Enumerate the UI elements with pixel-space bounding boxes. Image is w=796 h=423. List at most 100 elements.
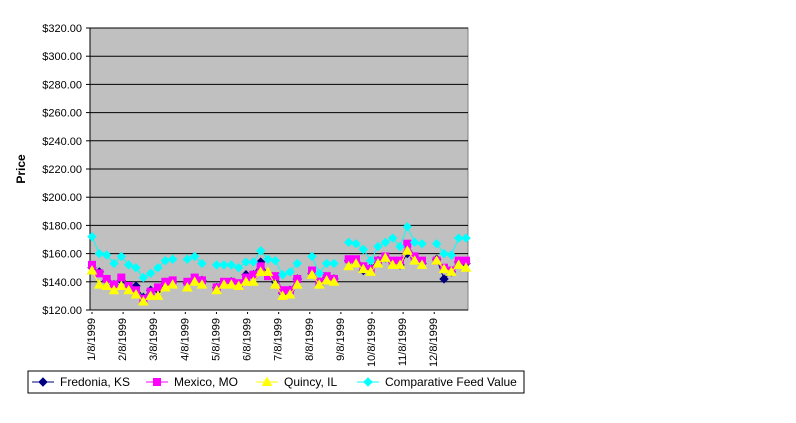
- data-point: [225, 279, 237, 289]
- data-point: [416, 259, 428, 269]
- data-point: [94, 248, 105, 259]
- series-comparative-feed-value: [87, 222, 471, 283]
- data-point: [153, 378, 161, 386]
- data-point: [445, 266, 457, 276]
- data-point: [363, 377, 373, 387]
- data-point: [101, 250, 112, 260]
- data-point: [167, 254, 178, 264]
- data-point: [240, 276, 252, 286]
- data-point: [387, 259, 399, 269]
- legend-label: Fredonia, KS: [60, 375, 130, 389]
- data-point: [431, 239, 442, 249]
- x-tick-label: 1/8/1999: [86, 318, 98, 361]
- y-tick-label: $280.00: [42, 79, 82, 91]
- data-point: [380, 237, 391, 248]
- data-point: [394, 259, 406, 269]
- data-point: [292, 258, 303, 269]
- data-point: [196, 279, 208, 289]
- data-point: [241, 257, 251, 267]
- x-tick-label: 6/8/1999: [242, 318, 254, 361]
- y-tick-label: $180.00: [42, 220, 82, 232]
- data-point: [255, 266, 267, 276]
- legend-label: Quincy, IL: [284, 375, 337, 389]
- data-point: [358, 244, 369, 255]
- data-point: [270, 255, 281, 266]
- x-tick-label: 10/8/1999: [366, 318, 378, 367]
- data-point: [263, 254, 273, 264]
- data-point: [387, 233, 398, 243]
- data-point: [86, 265, 98, 275]
- legend-entry: Comparative Feed Value: [357, 375, 517, 389]
- data-point: [306, 269, 318, 279]
- data-point: [159, 281, 171, 292]
- data-point: [439, 274, 449, 284]
- data-point: [101, 280, 113, 291]
- series-quincy-il: [86, 245, 472, 306]
- data-point: [446, 250, 457, 260]
- data-point: [189, 251, 200, 262]
- y-tick-labels: $120.00 $140.00 $160.00 $180.00 $200.00 $220.…: [42, 23, 90, 317]
- data-point: [261, 376, 273, 386]
- data-point: [409, 237, 420, 248]
- x-tick-label: 12/8/1999: [428, 318, 440, 367]
- data-point: [438, 263, 450, 274]
- data-point: [167, 279, 179, 289]
- data-point: [109, 258, 119, 269]
- data-point: [153, 262, 163, 273]
- legend-entry: Fredonia, KS: [32, 375, 130, 389]
- y-tick-label: $120.00: [42, 305, 82, 317]
- x-tick-label: 4/8/1999: [179, 318, 191, 361]
- data-point: [314, 268, 325, 279]
- data-point: [284, 288, 296, 299]
- data-point: [160, 255, 171, 266]
- data-point: [431, 255, 443, 265]
- data-point: [123, 284, 135, 295]
- grid-lines: [90, 27, 468, 283]
- data-point: [409, 255, 421, 265]
- data-point: [117, 273, 126, 282]
- y-axis-label: Price: [14, 154, 28, 184]
- data-point: [271, 272, 280, 281]
- data-point: [197, 258, 207, 269]
- data-point: [152, 290, 164, 300]
- data-point: [343, 260, 355, 271]
- data-point: [262, 266, 274, 276]
- data-point: [226, 260, 237, 270]
- data-point: [211, 260, 222, 270]
- y-tick-label: $160.00: [42, 249, 82, 261]
- data-point: [350, 257, 362, 268]
- x-tick-label: 5/8/1999: [210, 318, 222, 361]
- data-point: [269, 279, 281, 289]
- y-tick-label: $300.00: [42, 51, 82, 63]
- data-point: [38, 377, 48, 387]
- data-point: [277, 270, 288, 280]
- data-point: [395, 241, 405, 252]
- data-point: [417, 239, 427, 249]
- data-point: [365, 266, 377, 276]
- x-tick-label: 8/8/1999: [304, 318, 316, 361]
- y-tick-label: $140.00: [42, 277, 82, 289]
- data-point: [402, 222, 413, 232]
- y-tick-label: $320.00: [42, 23, 82, 35]
- data-point: [93, 279, 105, 289]
- data-point: [255, 246, 266, 256]
- data-point: [247, 276, 259, 286]
- data-point: [248, 257, 259, 267]
- x-tick-label: 3/8/1999: [148, 318, 160, 361]
- data-point: [115, 280, 127, 291]
- data-point: [357, 263, 369, 274]
- data-point: [401, 245, 413, 255]
- x-tick-label: 7/8/1999: [273, 318, 285, 361]
- data-point: [285, 267, 295, 277]
- data-point: [181, 281, 193, 292]
- data-point: [291, 279, 303, 289]
- legend: Fredonia, KS Mexico, MO Quincy, IL Comparat…: [27, 370, 525, 394]
- data-point: [321, 274, 333, 285]
- data-point: [328, 276, 340, 286]
- y-tick-label: $240.00: [42, 136, 82, 148]
- data-point: [131, 262, 141, 273]
- data-point: [307, 251, 317, 262]
- data-point: [189, 276, 201, 286]
- data-point: [145, 268, 156, 279]
- data-point: [453, 233, 464, 243]
